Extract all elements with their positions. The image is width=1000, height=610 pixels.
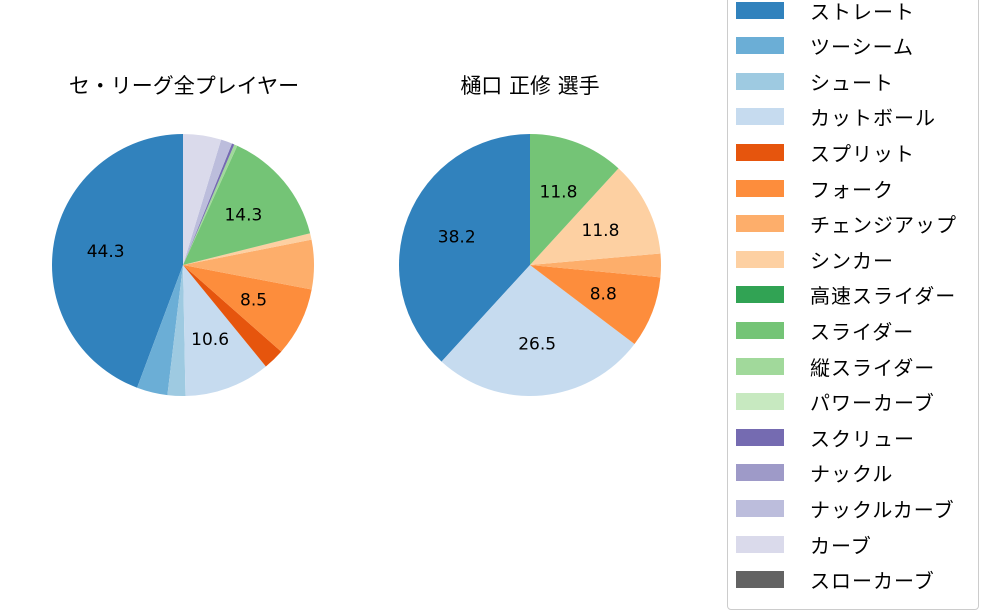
legend-label: ナックル <box>810 462 894 487</box>
legend-item: シュート <box>736 66 894 96</box>
legend-label: ナックルカーブ <box>810 497 955 522</box>
legend-label: スプリット <box>810 141 915 166</box>
pie-slice <box>52 134 184 388</box>
pie-slice <box>530 265 661 344</box>
slice-label: 38.2 <box>438 228 476 248</box>
legend-item: パワーカーブ <box>736 387 935 417</box>
legend-swatch <box>736 571 784 589</box>
pie-slice <box>183 139 232 265</box>
slice-label: 11.8 <box>582 221 620 241</box>
legend-swatch <box>736 499 784 517</box>
legend-item: スローカーブ <box>736 565 935 595</box>
legend-item: フォーク <box>736 173 894 203</box>
pie-chart-player: 38.2 26.5 8.8 11.811.8 <box>399 134 662 396</box>
legend-label: カーブ <box>810 533 872 558</box>
slice-label: 44.3 <box>87 242 125 262</box>
pie-slice <box>183 233 312 265</box>
legend-item: スライダー <box>736 315 914 345</box>
legend-label: シュート <box>810 70 894 95</box>
pie-slice <box>530 253 662 278</box>
legend-label: シンカー <box>810 248 894 273</box>
legend-item: 高速スライダー <box>736 280 956 310</box>
legend-label: スローカーブ <box>810 569 935 594</box>
pie-slice <box>530 168 661 265</box>
pie-slice <box>183 265 312 352</box>
pie-slice <box>530 134 619 265</box>
pie-slice <box>167 265 186 396</box>
legend-swatch <box>736 179 784 197</box>
legend-label: チェンジアップ <box>810 213 957 238</box>
legend-item: ストレート <box>736 0 915 25</box>
legend-label: フォーク <box>810 177 894 202</box>
legend-label: スライダー <box>810 319 915 344</box>
legend-item: シンカー <box>736 244 894 274</box>
legend-swatch <box>736 143 784 161</box>
legend-label: 縦スライダー <box>810 355 936 380</box>
legend-item: カットボール <box>736 102 936 132</box>
pie-slice <box>137 265 183 396</box>
legend-label: 高速スライダー <box>810 284 957 309</box>
legend-item: スプリット <box>736 137 915 167</box>
legend-label: ツーシーム <box>810 35 914 60</box>
pie-slice <box>183 144 238 265</box>
legend-label: スクリュー <box>810 426 915 451</box>
legend-swatch <box>736 428 784 446</box>
legend-swatch <box>736 393 784 411</box>
pie-slice <box>399 134 530 362</box>
legend-item: スクリュー <box>736 422 915 452</box>
legend-item: ナックル <box>736 458 893 488</box>
slice-label: 11.8 <box>540 183 578 203</box>
legend-swatch <box>736 108 784 126</box>
pie-slice <box>183 265 266 396</box>
legend-label: ストレート <box>810 0 915 24</box>
slice-label: 10.6 <box>191 330 229 350</box>
legend-item: ナックルカーブ <box>736 493 955 523</box>
legend-swatch <box>736 1 784 19</box>
legend-swatch <box>736 464 784 482</box>
slice-label: 26.5 <box>518 334 556 354</box>
pie-chart-league: 44.3 10.6 8.5 14.3 <box>52 134 314 396</box>
legend: ストレートツーシームシュートカットボール スプリットフォークチェンジアップ シンカー… <box>727 0 979 610</box>
legend-item: チェンジアップ <box>736 209 957 239</box>
pie-slice <box>183 143 235 265</box>
legend-swatch <box>736 286 784 304</box>
pie-slice <box>183 145 311 265</box>
slice-label: 14.3 <box>224 206 262 226</box>
legend-swatch <box>736 535 784 553</box>
legend-swatch <box>736 37 784 55</box>
pie-slice <box>183 239 314 290</box>
slice-label: 8.5 <box>240 291 267 311</box>
legend-swatch <box>736 321 784 339</box>
legend-item: ツーシーム <box>736 31 914 61</box>
chart-title-league: セ・リーグ全プレイヤー <box>68 74 300 98</box>
legend-item: 縦スライダー <box>736 351 935 381</box>
chart-title-player: 樋口 正修 選手 <box>460 74 600 98</box>
pie-charts: 44.3 10.6 8.5 14.3 38.2 26.5 8.8 11.811.8 <box>52 134 662 396</box>
legend-swatch <box>736 72 784 90</box>
legend-label: カットボール <box>810 106 936 131</box>
legend-item: カーブ <box>736 529 872 559</box>
legend-swatch <box>736 357 784 375</box>
legend-swatch <box>736 250 784 268</box>
slice-label: 8.8 <box>590 284 617 304</box>
pie-slice <box>183 265 282 367</box>
pie-slice <box>183 134 222 265</box>
legend-label: パワーカーブ <box>810 391 935 416</box>
legend-swatch <box>736 215 784 233</box>
pie-slice <box>441 265 635 396</box>
